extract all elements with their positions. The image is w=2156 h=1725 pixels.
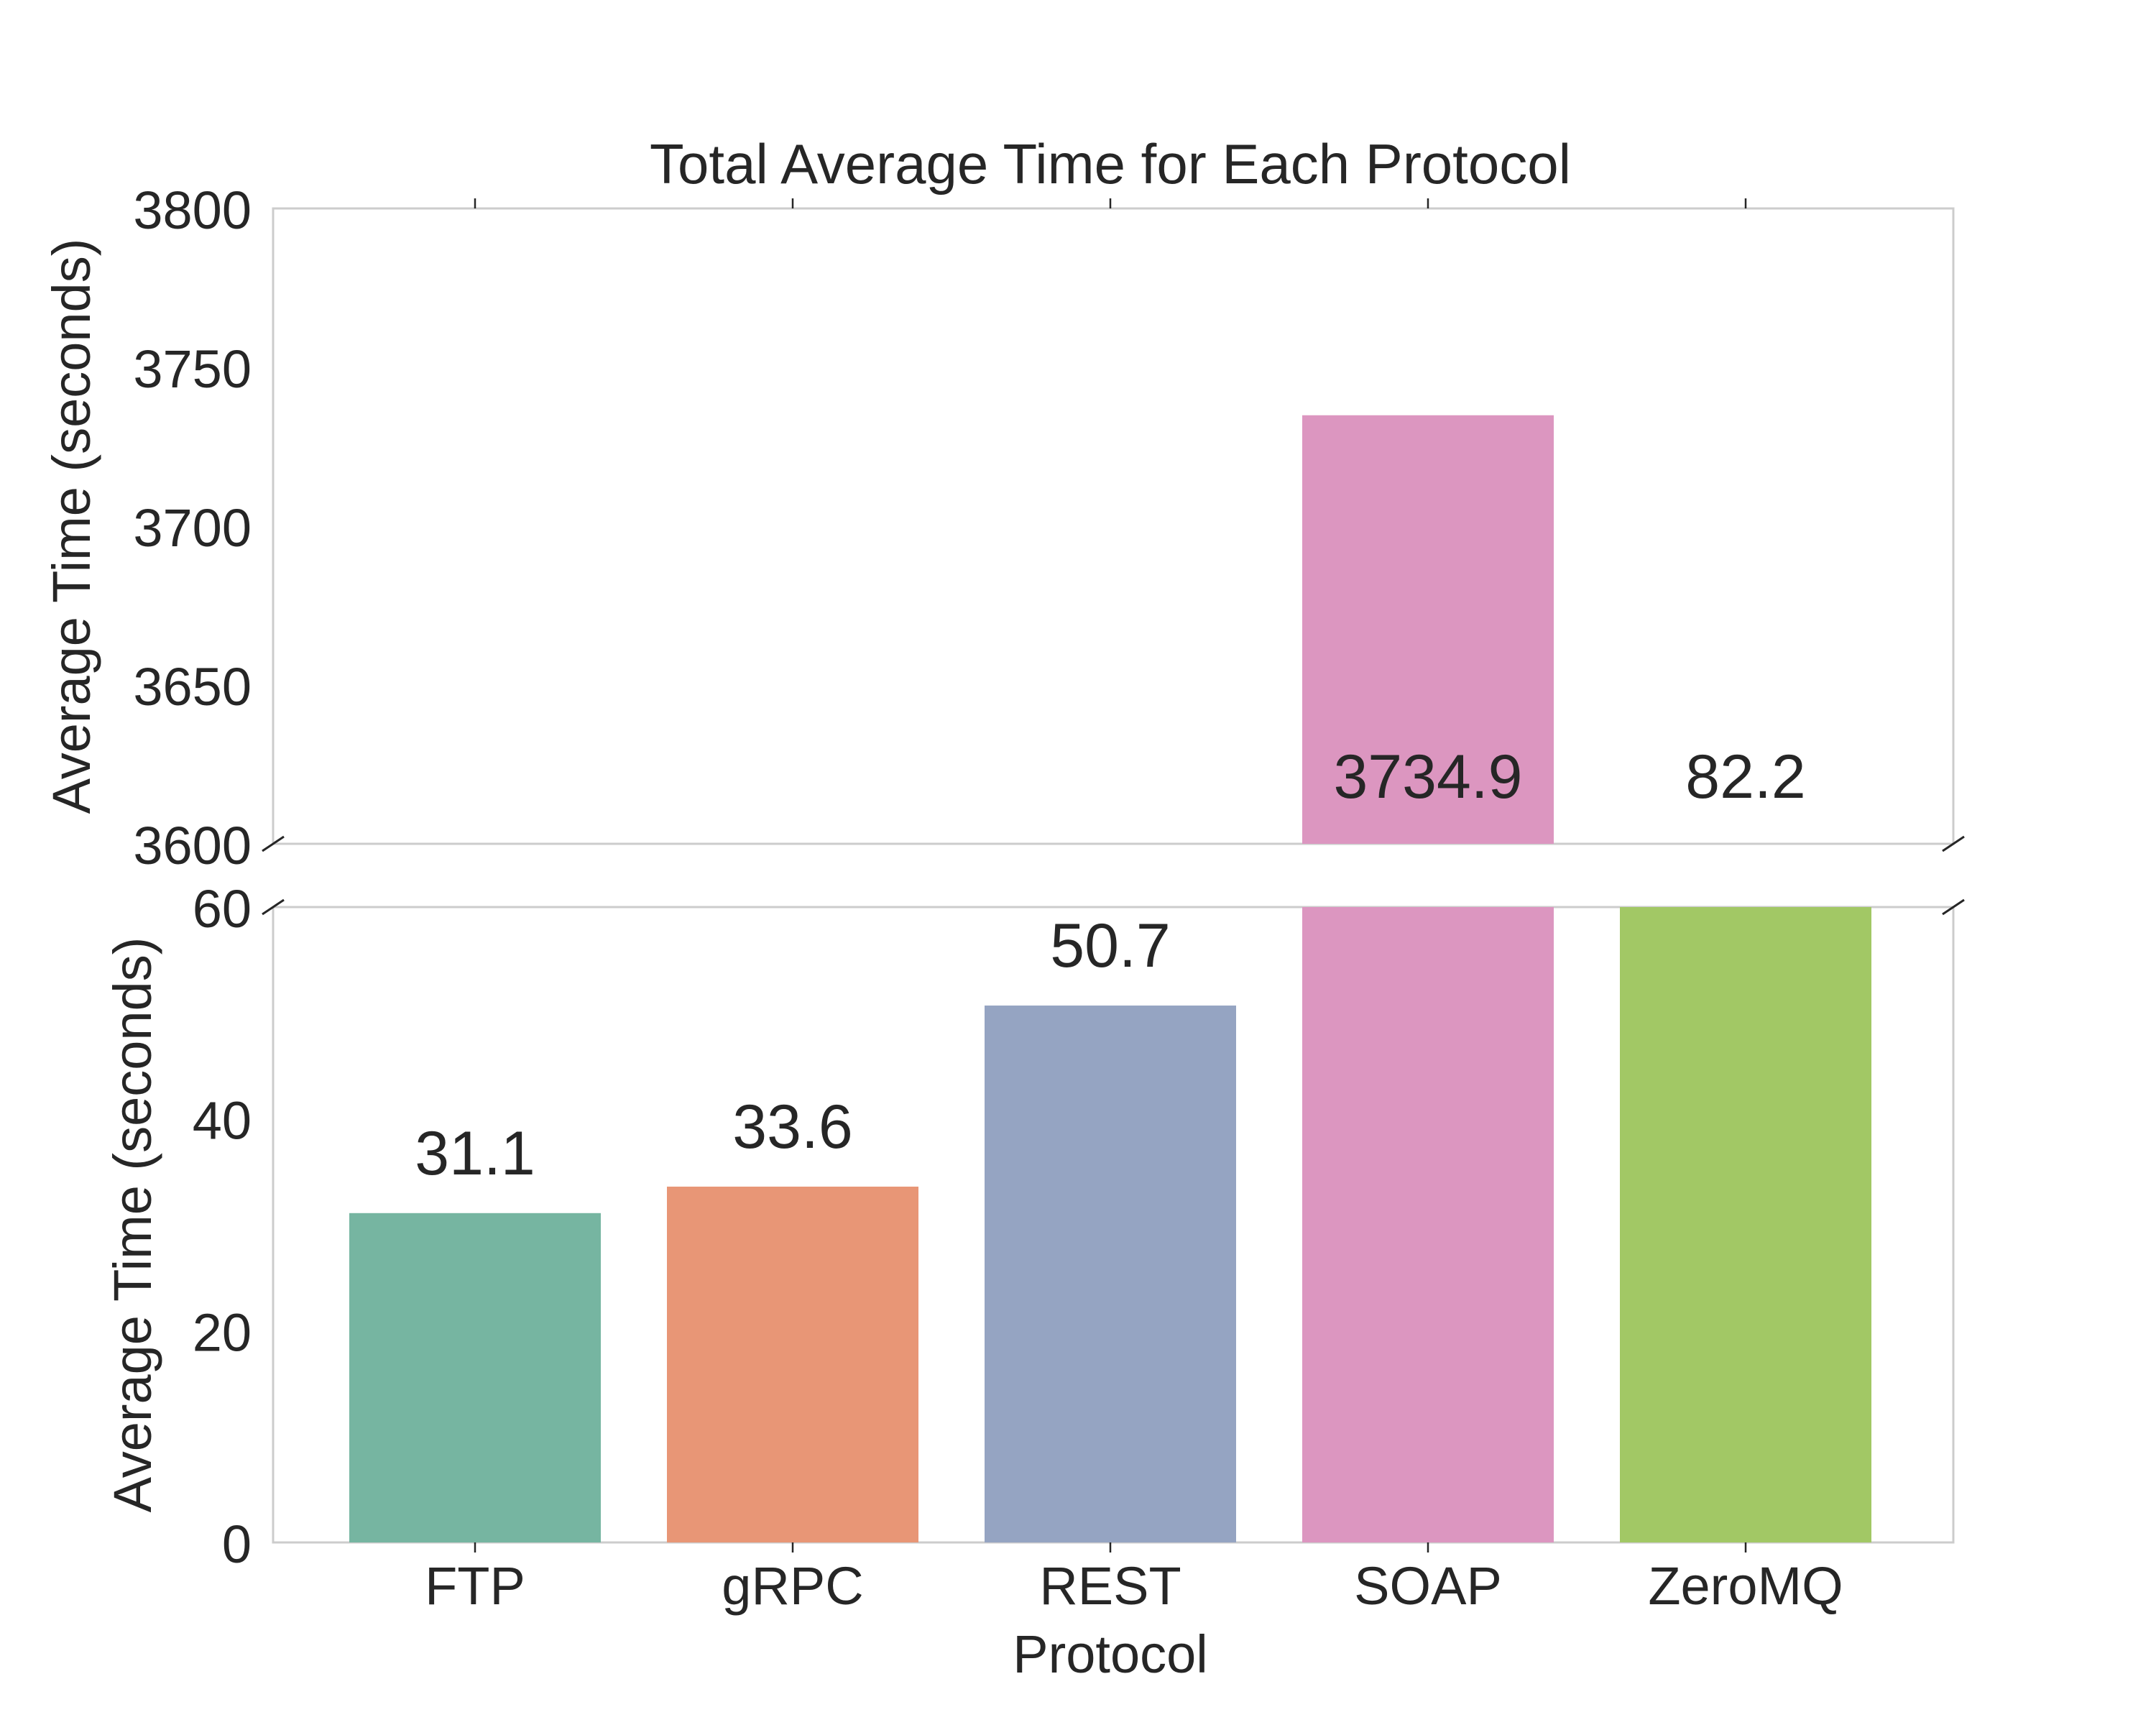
break-mark-upper-right xyxy=(1942,835,1965,852)
upper-panel-frame xyxy=(272,207,1955,845)
x-tick-label: FTP xyxy=(425,1556,525,1616)
value-label-rest: 50.7 xyxy=(1050,911,1170,980)
bar-lower-zeromq xyxy=(1620,907,1871,1542)
x-tick-label: REST xyxy=(1039,1556,1181,1616)
value-label-grpc: 33.6 xyxy=(732,1092,852,1162)
break-mark-lower-right xyxy=(1942,898,1965,916)
bar-upper-soap xyxy=(1302,415,1554,844)
x-axis-label: Protocol xyxy=(1013,1624,1207,1684)
y-tick-label-upper: 3600 xyxy=(133,816,252,875)
y-tick-label-lower: 0 xyxy=(222,1514,252,1574)
value-label-ftp: 31.1 xyxy=(415,1119,535,1188)
y-tick-label-upper: 3650 xyxy=(133,657,252,717)
y-tick-label-lower: 20 xyxy=(193,1302,252,1362)
bar-lower-grpc xyxy=(667,1186,918,1542)
value-label-soap: 3734.9 xyxy=(1333,742,1522,811)
bar-lower-soap xyxy=(1302,907,1554,1542)
y-axis-label-lower: Average Time (seconds) xyxy=(103,937,162,1513)
break-mark-lower-left xyxy=(262,898,285,916)
value-label-zeromq: 82.2 xyxy=(1685,742,1805,811)
x-tick-label: SOAP xyxy=(1354,1556,1502,1616)
upper-panel: 3600 3650 3700 3750 3800 xyxy=(133,180,1955,875)
x-tick-label: ZeroMQ xyxy=(1648,1556,1843,1616)
y-tick-label-upper: 3800 xyxy=(133,180,252,240)
lower-panel: 0 20 40 60 FTP gRPC REST SOAP ZeroMQ xyxy=(193,879,1955,1616)
break-mark-upper-left xyxy=(262,835,285,852)
bar-lower-ftp xyxy=(349,1213,601,1542)
chart-title: Total Average Time for Each Protocol xyxy=(650,132,1571,196)
y-tick-label-upper: 3750 xyxy=(133,339,252,399)
y-axis-label-upper: Average Time (seconds) xyxy=(42,239,101,814)
bar-lower-rest xyxy=(985,1006,1236,1542)
y-tick-label-lower: 40 xyxy=(193,1091,252,1151)
y-tick-label-lower: 60 xyxy=(193,879,252,939)
y-tick-label-upper: 3700 xyxy=(133,498,252,558)
x-tick-label: gRPC xyxy=(722,1556,863,1616)
axis-break-marks xyxy=(262,835,1965,916)
